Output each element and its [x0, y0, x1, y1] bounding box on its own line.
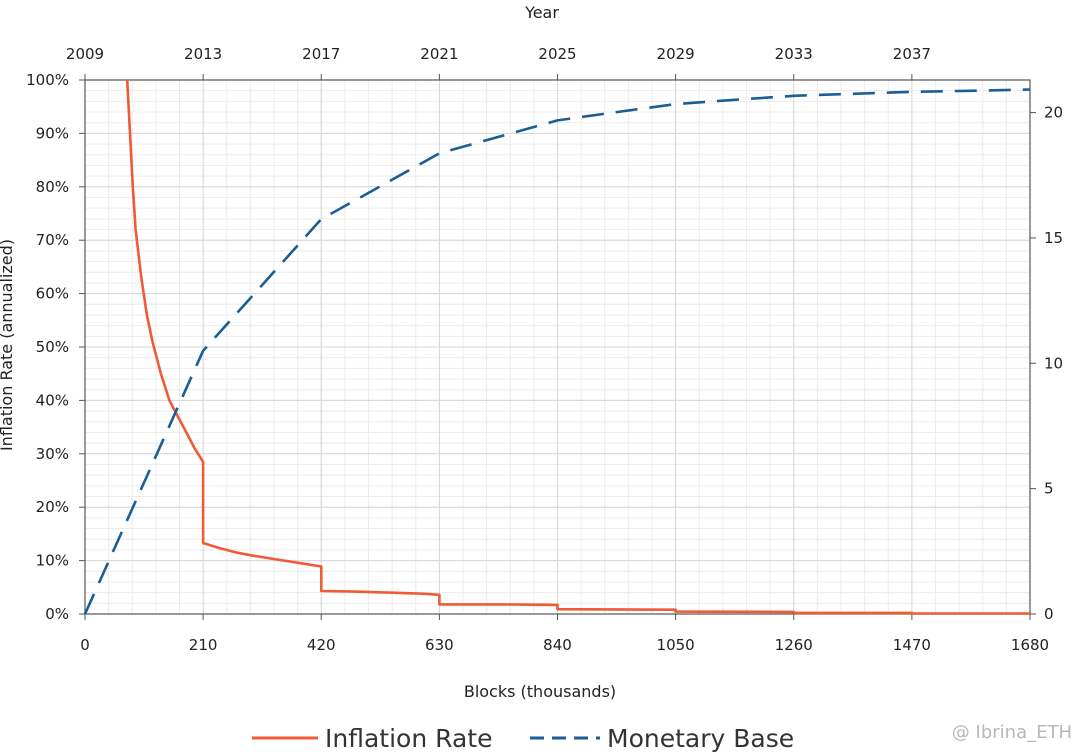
series-line-inflation-rate [125, 79, 1030, 615]
y-left-axis-title: Inflation Rate (annualized) [0, 239, 16, 451]
top-axis-tick-label: 2013 [184, 45, 222, 63]
top-axis-tick-label: 2025 [538, 45, 576, 63]
x-axis-tick-label: 1470 [893, 636, 931, 654]
y-left-axis-tick-label: 40% [36, 391, 69, 409]
top-axis-tick-label: 2029 [657, 45, 695, 63]
y-left-axis-tick-label: 70% [36, 231, 69, 249]
x-axis-tick-label: 1680 [1011, 636, 1049, 654]
x-axis-title: Blocks (thousands) [464, 682, 616, 701]
x-axis-tick-label: 210 [189, 636, 218, 654]
series-line-monetary-base [83, 88, 1031, 615]
legend: Inflation Rate Monetary Base [252, 724, 794, 753]
x-axis-tick-label: 420 [307, 636, 336, 654]
top-axis-ticks: 2009 2013 2017 2021 2025 2029 2033 2037 [66, 45, 931, 80]
y-right-axis-tick-label: 15 [1044, 229, 1063, 247]
y-right-axis-tick-label: 10 [1044, 354, 1063, 372]
y-left-axis-tick-label: 100% [26, 71, 69, 89]
x-axis-tick-label: 840 [543, 636, 572, 654]
top-axis-tick-label: 2021 [420, 45, 458, 63]
y-right-axis-tick-label: 20 [1044, 104, 1063, 122]
x-axis-ticks: 0 210 420 630 840 1050 1260 1470 1680 [80, 614, 1049, 654]
top-axis-tick-label: 2033 [775, 45, 813, 63]
top-axis-tick-label: 2017 [302, 45, 340, 63]
y-left-axis-tick-label: 80% [36, 178, 69, 196]
y-left-axis-tick-label: 90% [36, 124, 69, 142]
y-right-axis-tick-label: 5 [1044, 480, 1054, 498]
legend-label-monetary-base: Monetary Base [607, 724, 794, 753]
top-axis-tick-label: 2009 [66, 45, 104, 63]
y-left-axis-ticks: 0% 10% 20% 30% 40% 50% 60% 70% 80% 90% 100% [26, 71, 85, 623]
watermark: @ Ibrina_ETH [952, 722, 1072, 743]
y-left-axis-tick-label: 60% [36, 285, 69, 303]
top-axis-title: Year [524, 3, 559, 22]
y-left-axis-tick-label: 50% [36, 338, 69, 356]
top-axis-tick-label: 2037 [893, 45, 931, 63]
legend-label-inflation-rate: Inflation Rate [325, 724, 492, 753]
series-layer [83, 79, 1031, 615]
y-left-axis-tick-label: 0% [45, 605, 69, 623]
x-axis-tick-label: 1050 [657, 636, 695, 654]
x-axis-tick-label: 1260 [775, 636, 813, 654]
y-left-axis-tick-label: 30% [36, 445, 69, 463]
y-left-axis-tick-label: 20% [36, 498, 69, 516]
y-right-axis-tick-label: 0 [1044, 605, 1054, 623]
x-axis-tick-label: 630 [425, 636, 454, 654]
y-right-axis-ticks: 0 5 10 15 20 [1030, 104, 1063, 623]
y-left-axis-tick-label: 10% [36, 552, 69, 570]
x-axis-tick-label: 0 [80, 636, 90, 654]
